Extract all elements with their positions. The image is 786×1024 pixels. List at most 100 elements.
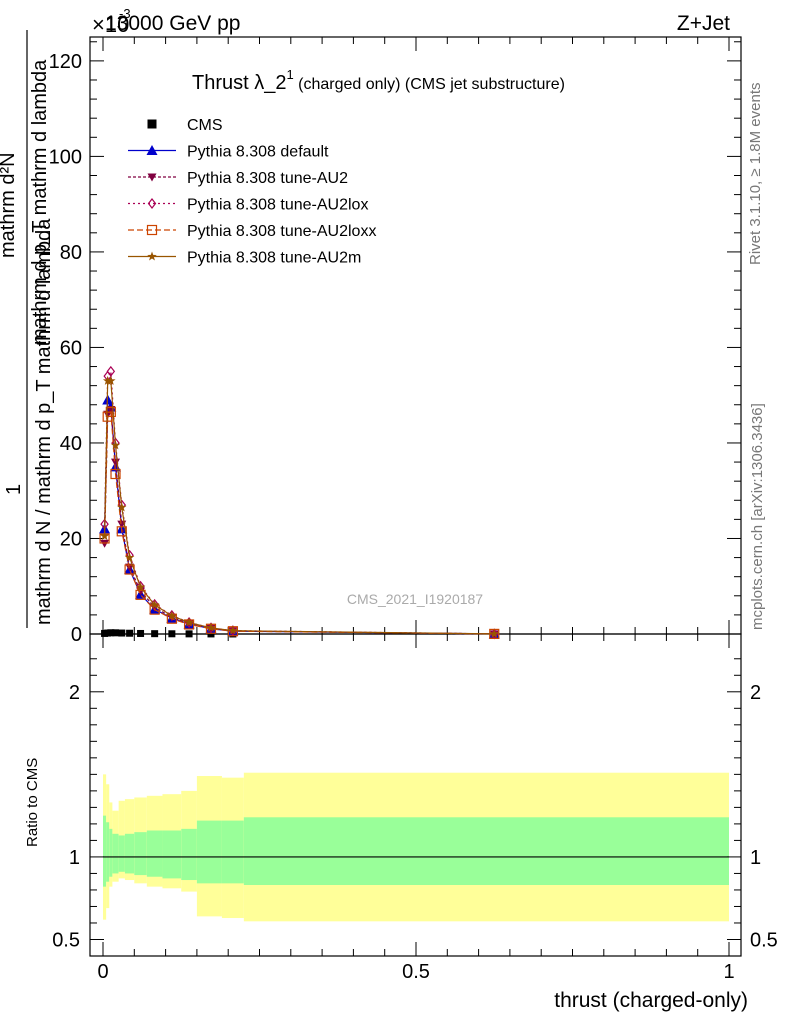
energy-label: 13000 GeV pp bbox=[105, 12, 240, 35]
data-point bbox=[184, 617, 194, 627]
legend-entry: Pythia 8.308 default bbox=[128, 144, 329, 161]
data-point bbox=[117, 502, 127, 512]
data-point bbox=[116, 526, 127, 537]
data-point bbox=[124, 552, 135, 562]
legend: CMS Pythia 8.308 default Pythia 8.308 tune… bbox=[128, 117, 376, 267]
data-point bbox=[118, 629, 126, 637]
data-point bbox=[99, 531, 110, 541]
data-point bbox=[100, 539, 110, 548]
legend-marker bbox=[147, 251, 157, 261]
main-ylabel: 1 mathrm d N / mathrm d p_T mathrm d lam… bbox=[0, 30, 55, 628]
rivet-version-label: Rivet 3.1.10, ≥ 1.8M events bbox=[747, 83, 764, 266]
data-point bbox=[185, 630, 193, 638]
main-ytick-label: 80 bbox=[60, 242, 82, 264]
legend-marker bbox=[146, 224, 158, 236]
ratio-axis-ticks bbox=[90, 634, 741, 956]
ratio-ytick-label-right: 1 bbox=[750, 847, 761, 869]
ratio-ytick-label: 2 bbox=[69, 682, 80, 704]
data-point bbox=[107, 629, 115, 637]
data-point bbox=[111, 458, 121, 467]
data-point bbox=[151, 630, 159, 638]
data-point bbox=[106, 375, 116, 385]
exponent-power: -3 bbox=[119, 6, 131, 21]
legend-marker bbox=[146, 145, 158, 155]
data-point bbox=[135, 589, 146, 600]
main-axis-ticks bbox=[90, 37, 741, 635]
ratio-band-green bbox=[181, 828, 197, 881]
legend-entry: Pythia 8.308 tune-AU2lox bbox=[128, 197, 368, 214]
xtick-label: 0.5 bbox=[402, 961, 430, 983]
ratio-band-green bbox=[118, 835, 125, 872]
data-point bbox=[207, 630, 215, 638]
data-point bbox=[112, 629, 120, 637]
main-ytick-label: 0 bbox=[71, 624, 82, 646]
legend-entry: Pythia 8.308 tune-AU2m bbox=[128, 250, 361, 267]
ratio-band-green bbox=[196, 820, 222, 884]
legend-marker bbox=[147, 173, 157, 182]
ratio-ytick-labels: 0.5 0.5 1 1 2 2 bbox=[52, 682, 778, 952]
ratio-ytick-label: 0.5 bbox=[52, 929, 80, 951]
legend-marker bbox=[147, 119, 157, 129]
mcplots-label: mcplots.cern.ch [arXiv:1306.3436] bbox=[749, 403, 766, 630]
data-point bbox=[135, 582, 146, 592]
ratio-band-green bbox=[124, 833, 135, 874]
ratio-ylabel: Ratio to CMS bbox=[24, 758, 41, 847]
data-point bbox=[125, 549, 134, 561]
legend-label: Pythia 8.308 tune-AU2 bbox=[187, 170, 348, 187]
data-point bbox=[126, 629, 134, 637]
plot-title: Thrust λ_21 (charged only) (CMS jet subs… bbox=[192, 67, 565, 94]
ylabel-top: 1 bbox=[3, 484, 25, 495]
xtick-labels: 0 0.5 1 bbox=[97, 961, 734, 983]
legend-label: Pythia 8.308 tune-AU2loxx bbox=[187, 223, 376, 240]
main-ytick-label: 100 bbox=[49, 146, 82, 168]
ratio-band-green bbox=[162, 830, 182, 879]
analysis-watermark: CMS_2021_I1920187 bbox=[347, 591, 483, 607]
legend-entry: CMS bbox=[147, 117, 223, 134]
main-ytick-label: 40 bbox=[60, 433, 82, 455]
main-ytick-labels: 0 20 40 60 80 100 120 bbox=[49, 51, 82, 646]
ratio-ytick-label-right: 2 bbox=[750, 682, 761, 704]
data-point bbox=[110, 440, 121, 450]
legend-label: Pythia 8.308 default bbox=[187, 144, 329, 161]
exponent-label: ×10 bbox=[92, 12, 129, 37]
legend-entry: Pythia 8.308 tune-AU2loxx bbox=[128, 223, 376, 240]
ylabel-bottom: mathrm d N / mathrm d p_T mathrm d lambd… bbox=[33, 218, 55, 625]
ratio-ytick-label-right: 0.5 bbox=[750, 929, 778, 951]
data-point bbox=[168, 630, 176, 638]
main-ytick-label: 20 bbox=[60, 528, 82, 550]
title-main: Thrust λ_21 (charged only) (CMS jet subs… bbox=[192, 67, 565, 94]
data-point bbox=[149, 599, 160, 609]
series-layer bbox=[99, 365, 500, 640]
series-5 bbox=[99, 375, 500, 638]
ratio-band-green bbox=[134, 832, 147, 876]
ratio-band-green bbox=[146, 830, 163, 877]
ylabel-denominator: mathrm d p_T mathrm d lambda bbox=[29, 59, 51, 345]
x-axis-label: thrust (charged-only) bbox=[554, 989, 748, 1012]
data-point bbox=[137, 629, 145, 637]
ratio-band-green bbox=[221, 820, 244, 884]
main-ytick-label: 60 bbox=[60, 337, 82, 359]
xtick-label: 1 bbox=[723, 961, 734, 983]
ratio-band-green bbox=[243, 817, 729, 885]
xtick-label: 0 bbox=[97, 961, 108, 983]
ratio-band-green bbox=[106, 822, 110, 882]
main-ytick-label: 120 bbox=[49, 51, 82, 73]
legend-label: Pythia 8.308 tune-AU2lox bbox=[187, 197, 368, 214]
ratio-bands bbox=[103, 772, 729, 922]
process-label: Z+Jet bbox=[677, 12, 730, 35]
ratio-ytick-label: 1 bbox=[69, 847, 80, 869]
data-point bbox=[228, 625, 238, 635]
ratio-band-green bbox=[112, 833, 119, 874]
data-point bbox=[206, 622, 216, 632]
legend-label: Pythia 8.308 tune-AU2m bbox=[187, 250, 361, 267]
ratio-band-green bbox=[109, 828, 113, 877]
data-point bbox=[110, 468, 121, 480]
data-point bbox=[167, 610, 177, 620]
ratio-band-green bbox=[103, 815, 107, 887]
ylabel-numerator: mathrm d²N bbox=[0, 152, 19, 258]
data-point bbox=[489, 628, 500, 638]
data-point bbox=[105, 406, 116, 418]
legend-entry: Pythia 8.308 tune-AU2 bbox=[128, 170, 348, 187]
legend-marker bbox=[147, 198, 157, 209]
